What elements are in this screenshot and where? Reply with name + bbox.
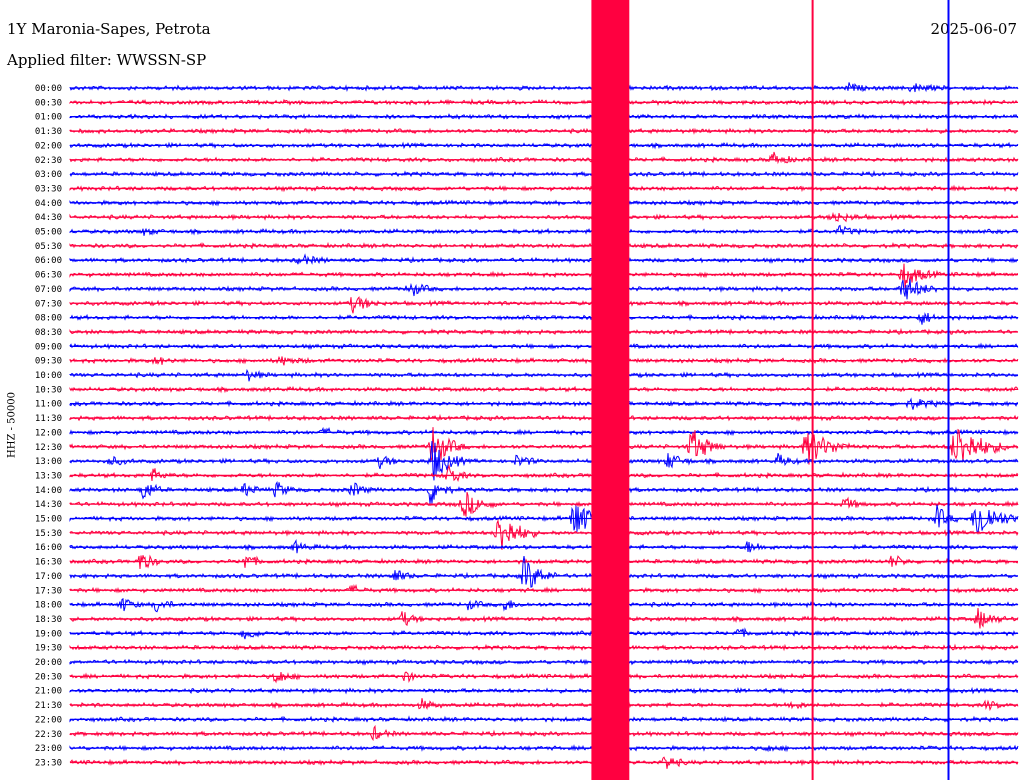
time-label: 21:00: [35, 687, 62, 697]
time-label: 22:00: [35, 715, 62, 725]
time-label: 17:00: [35, 572, 62, 582]
trace-row: [69, 463, 1019, 483]
time-label: 05:00: [35, 228, 62, 238]
time-label: 14:00: [35, 486, 62, 496]
time-label: 11:30: [35, 414, 62, 424]
trace-row: [69, 724, 1019, 742]
time-label: 18:00: [35, 601, 62, 611]
time-label: 10:30: [35, 385, 62, 395]
time-label: 04:00: [35, 199, 62, 209]
station-title: 1Y Maronia-Sapes, Petrota: [7, 20, 211, 38]
time-label: 09:00: [35, 342, 62, 352]
time-label: 21:30: [35, 701, 62, 711]
filter-label: Applied filter: WWSSN-SP: [7, 51, 207, 69]
time-label: 06:00: [35, 256, 62, 266]
time-label: 03:00: [35, 170, 62, 180]
time-label: 23:00: [35, 744, 62, 754]
time-label: 13:30: [35, 471, 62, 481]
time-label: 20:00: [35, 658, 62, 668]
time-label: 03:30: [35, 184, 62, 194]
trace-row: [69, 426, 1019, 437]
time-label: 15:30: [35, 529, 62, 539]
time-label: 20:30: [35, 672, 62, 682]
time-label: 08:30: [35, 328, 62, 338]
trace-row: [69, 82, 1019, 93]
time-label: 15:00: [35, 515, 62, 525]
trace-row: [69, 597, 1019, 613]
time-label: 17:30: [35, 586, 62, 596]
time-label: 18:30: [35, 615, 62, 625]
time-label: 02:30: [35, 156, 62, 166]
trace-row: [69, 518, 1019, 550]
time-label: 08:00: [35, 314, 62, 324]
time-label: 01:00: [35, 113, 62, 123]
trace-row: [69, 296, 1019, 314]
time-label: 00:30: [35, 98, 62, 108]
trace-row: [69, 263, 1018, 288]
time-label: 12:00: [35, 428, 62, 438]
trace-rows: [69, 82, 1019, 769]
trace-row: [69, 481, 1019, 504]
time-label: 00:00: [35, 84, 62, 94]
trace-row: [69, 583, 1019, 594]
time-label: 05:30: [35, 242, 62, 252]
time-label: 19:00: [35, 629, 62, 639]
time-label: 09:30: [35, 357, 62, 367]
time-label: 23:30: [35, 758, 62, 768]
date-label: 2025-06-07: [930, 20, 1017, 38]
trace-row: [69, 698, 1019, 712]
time-label: 02:00: [35, 141, 62, 151]
time-label: 07:00: [35, 285, 62, 295]
time-label: 16:00: [35, 543, 62, 553]
time-label: 19:30: [35, 644, 62, 654]
trace-row: [69, 199, 1019, 207]
time-label: 14:30: [35, 500, 62, 510]
time-label: 04:30: [35, 213, 62, 223]
time-label: 16:30: [35, 558, 62, 568]
time-label: 10:00: [35, 371, 62, 381]
trace-row: [69, 312, 1019, 325]
time-label: 12:30: [35, 443, 62, 453]
trace-row: [69, 715, 1019, 723]
time-label: 22:30: [35, 730, 62, 740]
trace-row: [69, 368, 1019, 382]
time-label: 13:00: [35, 457, 62, 467]
trace-row: [69, 151, 1019, 165]
trace-row: [69, 607, 1019, 629]
trace-row: [69, 539, 1019, 554]
trace-row: [69, 279, 1019, 300]
time-label: 01:30: [35, 127, 62, 137]
time-label: 06:30: [35, 271, 62, 281]
time-label: 11:00: [35, 400, 62, 410]
saturated-signal: [591, 0, 950, 780]
saturated-event-block: [591, 0, 630, 780]
time-label: 07:30: [35, 299, 62, 309]
time-labels: 00:00 00:30 01:00 01:30 02:00 02:30 03:00 03:30…: [35, 84, 62, 768]
trace-row: [69, 224, 1019, 236]
